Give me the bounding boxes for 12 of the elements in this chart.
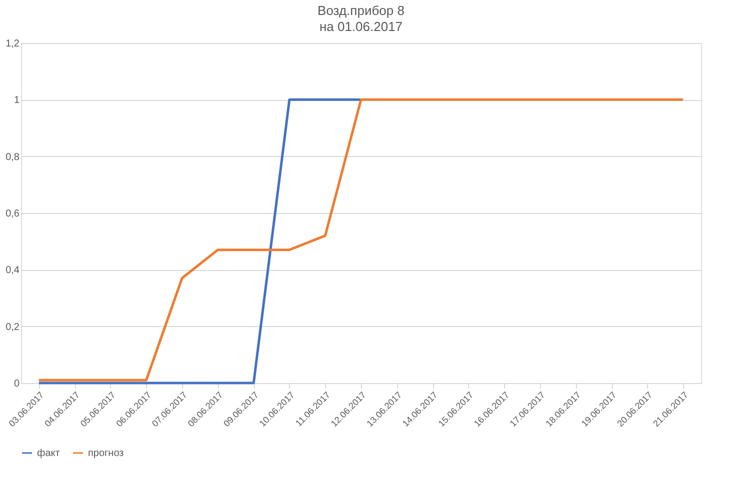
chart-title: Возд.прибор 8 [318,3,404,18]
y-tick-label: 0 [14,378,20,390]
y-tick-label: 0,6 [6,208,20,220]
y-tick-label: 0,4 [6,265,20,276]
legend-label: прогноз [88,448,124,459]
y-tick-label: 0,2 [6,322,20,333]
chart-subtitle: на 01.06.2017 [319,19,403,34]
y-tick-label: 1 [14,95,20,106]
y-tick-label: 0,8 [6,152,20,163]
legend-label: факт [37,448,60,459]
line-series [38,98,684,382]
y-tick-label: 1,2 [6,38,20,50]
